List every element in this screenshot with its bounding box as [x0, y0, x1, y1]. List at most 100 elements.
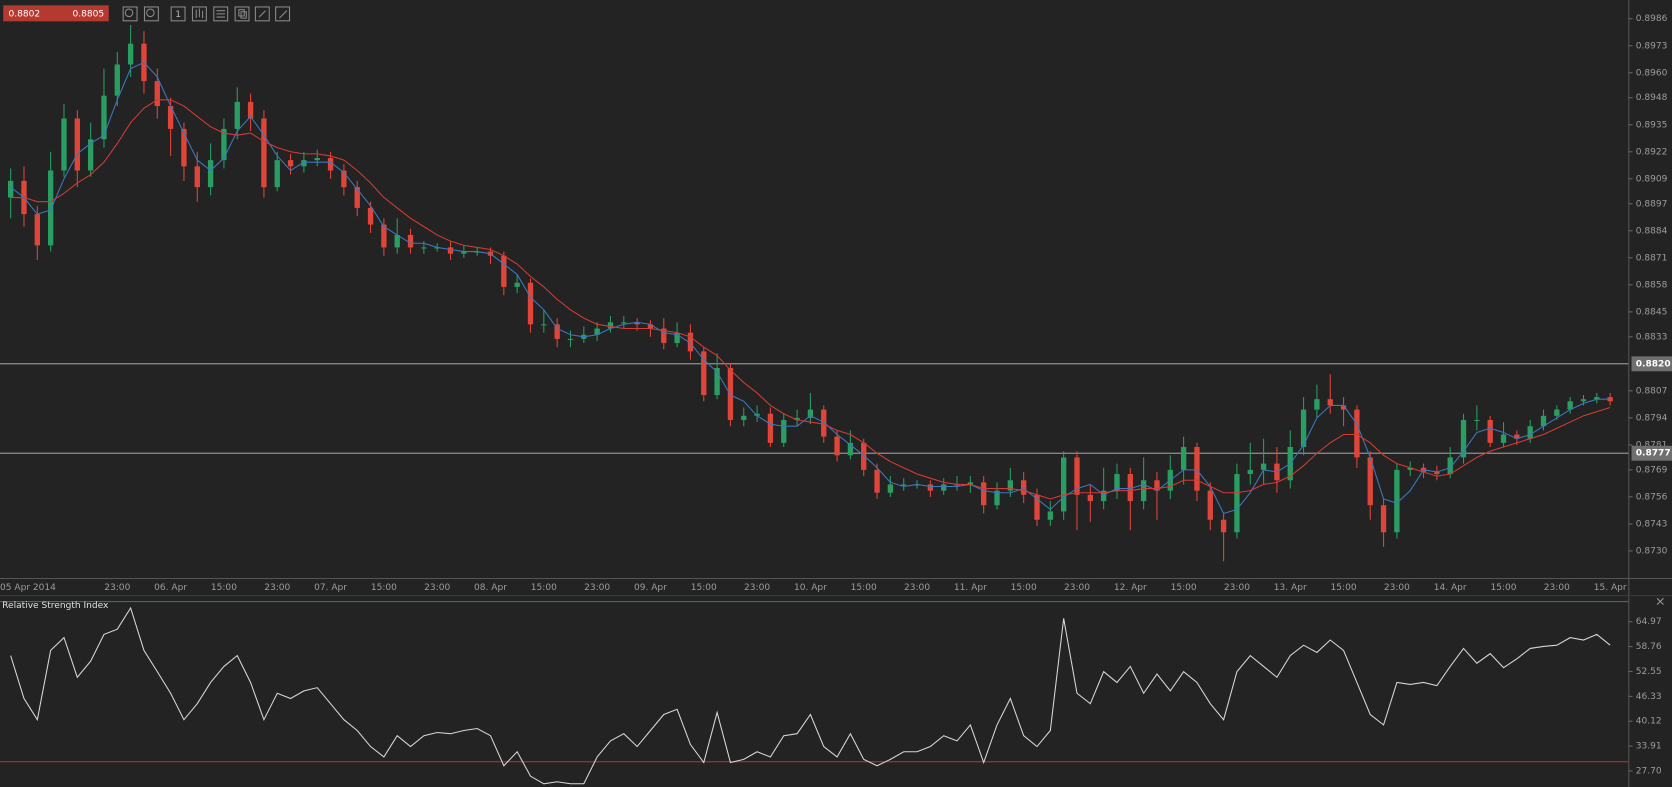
candle-body: [341, 170, 347, 188]
y-tick-label: 0.8986: [1636, 14, 1668, 24]
candle-body: [314, 158, 320, 161]
period-button[interactable]: [170, 6, 186, 22]
candle-body: [87, 139, 94, 171]
candle-body: [1594, 397, 1600, 400]
x-tick-label: 15:00: [691, 583, 717, 593]
candle-body: [381, 224, 387, 248]
y-tick-label: 58.76: [1636, 642, 1662, 652]
candle-body: [1180, 447, 1187, 470]
candle-body: [1100, 490, 1107, 502]
candle-body: [861, 442, 867, 470]
candle-body: [354, 187, 360, 208]
candle-body: [1127, 474, 1133, 502]
candle-body: [607, 322, 614, 329]
x-tick-label: 11. Apr: [954, 583, 987, 593]
icon: [146, 8, 155, 18]
x-tick-label: 23:00: [1224, 583, 1250, 593]
y-tick-label: 0.8807: [1636, 386, 1668, 396]
x-tick-label: 08. Apr: [474, 583, 507, 593]
candle-body: [514, 282, 520, 287]
candle-body: [1220, 519, 1227, 533]
candle-body: [221, 128, 227, 161]
candle-body: [554, 324, 560, 339]
candle-body: [421, 247, 427, 249]
y-tick-label: 33.91: [1636, 742, 1662, 752]
close-panel-button[interactable]: [1656, 597, 1664, 606]
x-tick-label: 23:00: [1064, 583, 1090, 593]
candle-body: [661, 328, 667, 344]
price-level-label: 0.8820: [1636, 359, 1671, 369]
candle-body: [1474, 419, 1480, 422]
candle-body: [594, 328, 600, 335]
y-tick-label: 0.8922: [1636, 147, 1668, 157]
x-tick-label: 15. Apr: [1594, 583, 1627, 593]
candle-body: [234, 101, 240, 129]
candle-body: [807, 409, 814, 418]
x-tick-label: 15:00: [211, 583, 237, 593]
candle-body: [981, 482, 987, 506]
y-tick-label: 0.8769: [1636, 465, 1668, 475]
candle-body: [261, 118, 267, 188]
candle-body: [1234, 474, 1240, 533]
candle-body: [7, 180, 14, 198]
candle-body: [301, 160, 307, 167]
candle-body: [1140, 480, 1147, 502]
candle-body: [247, 101, 254, 119]
y-tick-label: 0.8935: [1636, 120, 1668, 130]
x-tick-label: 23:00: [424, 583, 450, 593]
candle-body: [74, 118, 80, 171]
x-tick-label: 23:00: [904, 583, 930, 593]
draw-button[interactable]: [254, 6, 270, 22]
candle-body: [754, 413, 760, 416]
candle-body: [1260, 463, 1267, 470]
quote-box[interactable]: [3, 5, 109, 22]
candle-body: [1194, 447, 1200, 491]
candle-body: [1314, 399, 1320, 410]
candle-body: [1300, 409, 1307, 448]
x-tick-label: 15:00: [371, 583, 397, 593]
x-tick-label: 23:00: [1384, 583, 1410, 593]
icon: [279, 10, 288, 19]
candle-body: [1554, 409, 1560, 416]
candle-body: [1434, 471, 1440, 475]
candle-body: [887, 484, 894, 493]
icon: [238, 9, 247, 19]
candle-body: [1487, 419, 1493, 443]
candle-body: [327, 158, 334, 171]
candle-body: [287, 160, 294, 167]
candle-body: [1087, 494, 1093, 502]
y-tick-label: 0.8781: [1636, 440, 1668, 450]
candle-body: [674, 332, 680, 344]
candle-body: [1500, 434, 1507, 443]
x-tick-label: 15:00: [1011, 583, 1037, 593]
candle-body: [407, 234, 414, 248]
x-tick-label: 13. Apr: [1274, 583, 1307, 593]
candle-body: [47, 170, 54, 246]
chart-type-button[interactable]: [191, 6, 207, 22]
zoom-in-button[interactable]: [143, 6, 159, 22]
candle-body: [61, 118, 67, 171]
y-tick-label: 0.8743: [1636, 519, 1668, 529]
candle-body: [1047, 511, 1053, 520]
candle-body: [34, 214, 40, 246]
candle-body: [781, 419, 787, 443]
templates-button[interactable]: [234, 6, 250, 22]
candle-body: [501, 255, 507, 287]
candle-body: [1527, 426, 1533, 439]
candle-body: [794, 417, 800, 420]
price-level-box: [1631, 356, 1672, 372]
candle-body: [1367, 457, 1373, 506]
zoom-out-button[interactable]: [122, 6, 138, 22]
candle-body: [967, 482, 974, 485]
candle-body: [701, 351, 707, 396]
y-tick-label: 0.8730: [1636, 546, 1668, 556]
x-tick-label: 10. Apr: [794, 583, 827, 593]
candle-body: [821, 409, 827, 437]
candle-body: [1340, 405, 1347, 410]
y-tick-label: 0.8845: [1636, 307, 1668, 317]
icon: [216, 10, 225, 18]
y-tick-label: 27.70: [1636, 766, 1662, 776]
edit-button[interactable]: [275, 6, 291, 22]
indicators-button[interactable]: [213, 6, 229, 22]
